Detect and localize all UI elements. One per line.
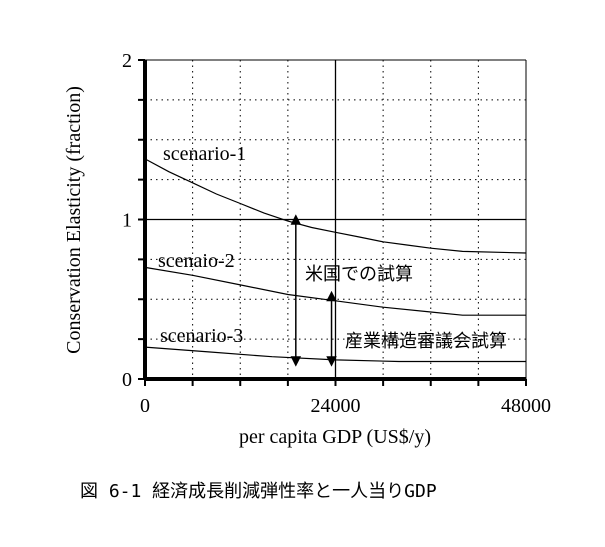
y-tick-label: 1 [122,210,132,232]
x-axis-title: per capita GDP (US$/y) [239,426,431,448]
annotation-label-1: 米国での試算 [305,264,413,284]
annotation-arrows [290,214,337,367]
figure-caption: 図 6-1 経済成長削減弾性率と一人当りGDP [80,481,437,502]
series-line-3 [144,346,526,363]
series-label-1: scenario-1 [163,143,246,165]
y-tick-label: 2 [122,50,132,72]
x-tick-label: 0 [140,395,150,417]
series-label-2: scenaio-2 [158,250,235,272]
y-tick-label: 0 [122,369,132,391]
y-axis-title: Conservation Elasticity (fraction) [63,86,85,354]
series-label-3: scenario-3 [160,325,243,347]
annotation-label-2: 産業構造審議会試算 [345,331,507,351]
x-tick-label: 24000 [311,395,361,417]
axes [138,59,527,386]
series-line-1 [144,158,527,254]
x-tick-label: 48000 [501,395,551,417]
chart-text: scenario-1 scenaio-2 scenario-3 米国での試算産業構造審… [63,50,551,502]
